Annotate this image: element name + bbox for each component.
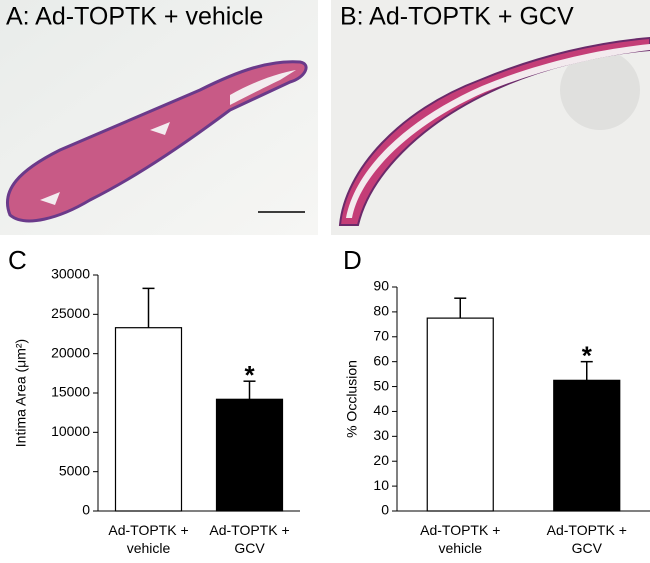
- bar: [426, 317, 494, 512]
- micrograph-b: B: Ad-TOPTK + GCV: [331, 0, 650, 235]
- y-tick-label: 70: [373, 327, 389, 343]
- micrograph-a: A: Ad-TOPTK + vehicle: [0, 0, 318, 235]
- y-tick-label: 10: [373, 477, 389, 493]
- x-tick-label: Ad-TOPTK + vehicle: [108, 522, 189, 556]
- bar: [215, 398, 284, 512]
- y-tick-label: 80: [373, 303, 389, 319]
- y-tick-label: 0: [82, 502, 90, 518]
- y-axis-label: % Occlusion: [344, 360, 360, 438]
- y-tick-label: 25000: [51, 305, 90, 321]
- significance-marker: *: [582, 341, 593, 371]
- y-tick-label: 90: [373, 278, 389, 294]
- y-tick-label: 60: [373, 352, 389, 368]
- x-tick-label: Ad-TOPTK + GCV: [546, 522, 627, 556]
- y-tick-label: 20000: [51, 344, 90, 360]
- significance-marker: *: [244, 360, 255, 390]
- panel-label: D: [343, 245, 362, 275]
- y-tick-label: 30000: [51, 266, 90, 282]
- y-tick-label: 30: [373, 427, 389, 443]
- y-tick-label: 10000: [51, 423, 90, 439]
- y-tick-label: 40: [373, 402, 389, 418]
- image-label: A: Ad-TOPTK + vehicle: [6, 3, 263, 31]
- y-axis-label: Intima Area (μm²): [13, 339, 29, 447]
- y-tick-label: 50: [373, 377, 389, 393]
- y-tick-label: 0: [381, 502, 389, 518]
- x-tick-label: Ad-TOPTK + vehicle: [420, 522, 501, 556]
- y-tick-label: 15000: [51, 384, 90, 400]
- image-label: B: Ad-TOPTK + GCV: [340, 3, 574, 31]
- y-tick-label: 5000: [59, 462, 90, 478]
- panel-label: C: [8, 245, 27, 275]
- y-tick-label: 20: [373, 452, 389, 468]
- bar: [114, 327, 183, 512]
- x-tick-label: Ad-TOPTK + GCV: [209, 522, 290, 556]
- bar: [553, 379, 621, 512]
